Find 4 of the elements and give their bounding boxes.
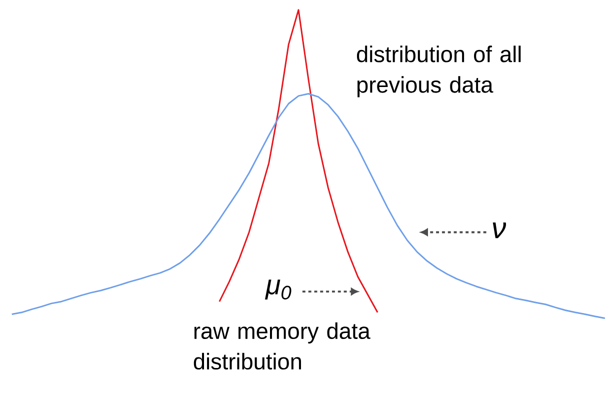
text: raw memory data distribution (194, 322, 370, 370)
annotation: distribution of all previous data (356, 46, 521, 98)
annotation: ν (492, 222, 506, 238)
annotation: μ$_{0}$ (264, 280, 292, 300)
